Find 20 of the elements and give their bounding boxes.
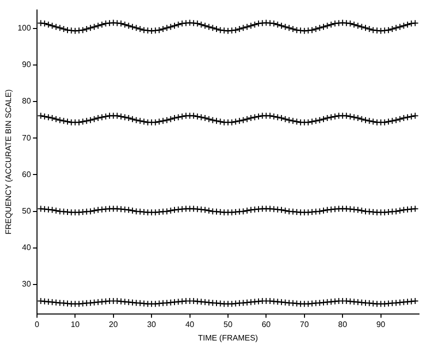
x-tick-label: 20 <box>108 320 118 329</box>
x-tick-label: 70 <box>300 320 310 329</box>
y-tick-label: 100 <box>18 24 32 33</box>
x-tick-label: 90 <box>376 320 386 329</box>
x-tick-label: 10 <box>70 320 80 329</box>
y-tick-label: 90 <box>22 60 32 70</box>
y-tick-label: 50 <box>22 206 32 216</box>
y-tick-label: 80 <box>22 96 32 106</box>
x-tick-label: 0 <box>34 320 40 329</box>
x-tick-label: 40 <box>185 320 195 329</box>
x-tick-label: 60 <box>262 320 272 329</box>
y-tick-label: 70 <box>22 133 32 142</box>
y-axis-title: FREQUENCY (ACCURATE BIN SCALE) <box>4 89 14 234</box>
x-axis-title: TIME (FRAMES) <box>198 333 258 342</box>
y-tick-label: 60 <box>22 170 32 179</box>
y-tick-label: 30 <box>22 280 32 289</box>
y-tick-label: 40 <box>22 243 32 252</box>
x-tick-label: 50 <box>224 320 233 329</box>
x-tick-label: 80 <box>338 320 348 329</box>
x-tick-label: 30 <box>147 320 157 329</box>
